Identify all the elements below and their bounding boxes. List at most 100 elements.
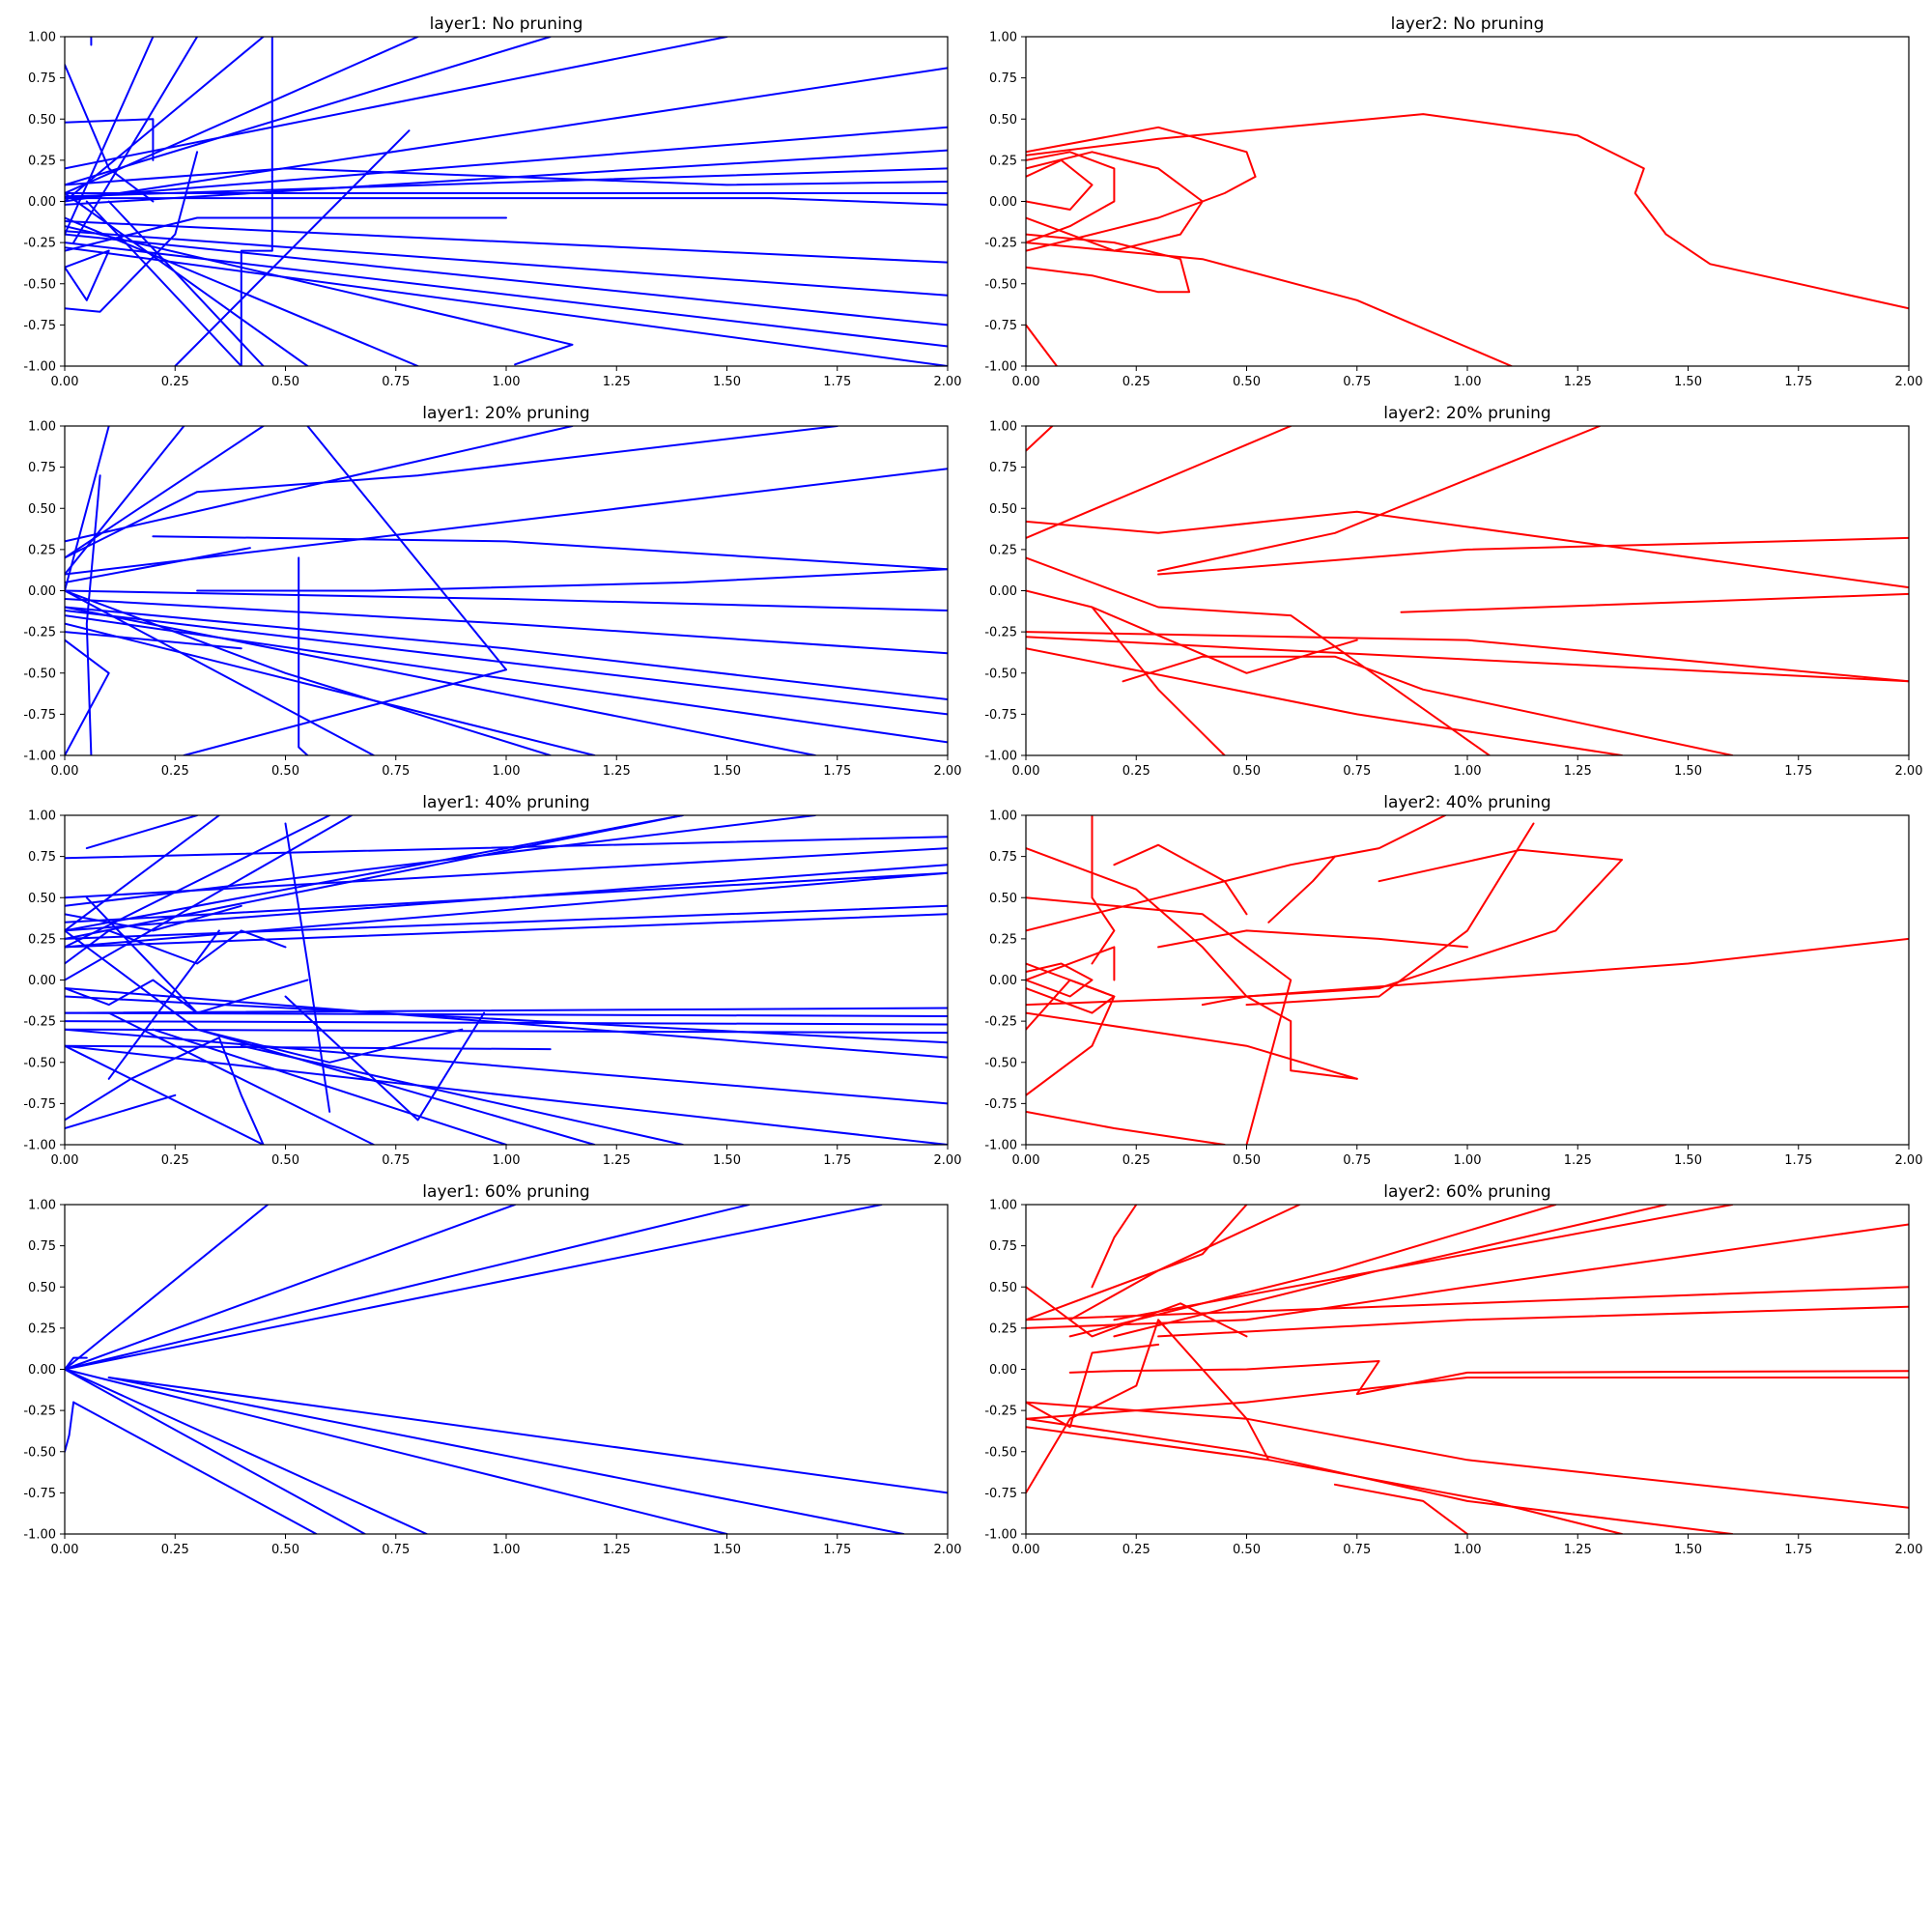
y-tick-label: -0.75 bbox=[23, 708, 56, 723]
series-line-12 bbox=[65, 606, 816, 755]
series-line-7 bbox=[65, 220, 948, 264]
y-tick-label: 1.00 bbox=[28, 810, 56, 824]
series-line-31 bbox=[65, 167, 948, 186]
x-tick-label: 1.00 bbox=[493, 1153, 521, 1168]
series-line-38 bbox=[107, 929, 220, 1080]
x-tick-label: 1.50 bbox=[713, 1153, 741, 1168]
series-line-27 bbox=[240, 1044, 684, 1145]
series-line-17 bbox=[1026, 1343, 1160, 1429]
y-tick-label: -0.25 bbox=[984, 1405, 1017, 1419]
series-line-19 bbox=[65, 815, 684, 940]
series-line-20 bbox=[65, 192, 309, 366]
y-tick-label: 0.25 bbox=[989, 932, 1017, 947]
x-tick-label: 0.00 bbox=[1012, 1153, 1040, 1168]
y-tick-label: -0.50 bbox=[984, 1445, 1017, 1460]
series-line-5 bbox=[65, 598, 948, 655]
subplot-title: layer2: No pruning bbox=[1391, 14, 1545, 34]
series-line-8 bbox=[1026, 962, 1094, 998]
series-line-15 bbox=[1026, 1319, 1270, 1494]
series-line-7 bbox=[65, 871, 948, 949]
series-line-6 bbox=[1026, 242, 1513, 366]
series-line-6 bbox=[65, 606, 948, 700]
y-tick-label: -0.25 bbox=[23, 1405, 56, 1419]
x-tick-label: 1.75 bbox=[823, 375, 851, 389]
y-tick-label: -0.50 bbox=[984, 667, 1017, 681]
series-line-13 bbox=[1157, 536, 1909, 576]
x-tick-label: 2.00 bbox=[1895, 375, 1923, 389]
series-line-18 bbox=[298, 556, 309, 755]
series-line-26 bbox=[196, 1028, 596, 1145]
series-line-32 bbox=[65, 216, 507, 252]
x-tick-label: 1.75 bbox=[1784, 764, 1812, 779]
y-tick-label: -1.00 bbox=[23, 750, 56, 764]
panel-2-1: layer1: 20% pruning 0.00 0.25 0.50 0.75 1.00 1… bbox=[23, 404, 961, 779]
y-tick-label: -0.50 bbox=[984, 277, 1017, 292]
series-line-4 bbox=[1026, 510, 1909, 589]
series-line-15 bbox=[65, 37, 728, 170]
y-tick-label: 0.25 bbox=[28, 543, 56, 557]
y-tick-label: 1.00 bbox=[28, 1199, 56, 1213]
x-tick-label: 1.25 bbox=[1564, 1153, 1592, 1168]
x-tick-label: 0.50 bbox=[271, 764, 299, 779]
y-tick-label: -1.00 bbox=[23, 1528, 56, 1543]
y-tick-label: 0.50 bbox=[989, 502, 1017, 517]
series-line-16 bbox=[65, 815, 220, 932]
series-line-16 bbox=[65, 426, 574, 543]
series-line-16 bbox=[1026, 1286, 1248, 1338]
series-line-22 bbox=[65, 547, 251, 583]
subplot-grid: layer1: No pruning 0.00 0.25 0.50 0.75 1.00 1.… bbox=[23, 14, 1922, 1557]
series-line-4 bbox=[65, 589, 948, 611]
y-tick-label: -0.50 bbox=[23, 1056, 56, 1070]
series-line-18 bbox=[85, 200, 242, 366]
series-line-14 bbox=[1026, 1110, 1226, 1145]
y-tick-label: 0.75 bbox=[28, 850, 56, 865]
y-tick-label: 0.75 bbox=[28, 71, 56, 86]
x-tick-label: 1.75 bbox=[1784, 1543, 1812, 1557]
x-tick-label: 1.25 bbox=[1564, 1543, 1592, 1557]
panel-1-2: layer2: No pruning 0.00 0.25 0.50 0.75 1.00 1.… bbox=[984, 14, 1922, 389]
series-line-9 bbox=[1091, 1205, 1138, 1289]
series-group bbox=[65, 815, 948, 1145]
panel-3-2: layer2: 40% pruning 0.00 0.25 0.50 0.75 1.00 1… bbox=[984, 793, 1922, 1168]
y-tick-label: 1.00 bbox=[28, 31, 56, 45]
y-tick-label: 0.25 bbox=[28, 1321, 56, 1336]
series-line-1 bbox=[65, 67, 948, 203]
x-tick-label: 1.00 bbox=[493, 764, 521, 779]
series-line-11 bbox=[1091, 606, 1226, 755]
x-tick-label: 1.25 bbox=[603, 1543, 631, 1557]
series-line-2 bbox=[1026, 426, 1293, 539]
subplot-title: layer1: No pruning bbox=[430, 14, 583, 34]
x-tick-label: 0.75 bbox=[382, 1543, 410, 1557]
x-tick-label: 1.25 bbox=[1564, 764, 1592, 779]
series-line-15 bbox=[65, 426, 265, 559]
y-tick-label: -1.00 bbox=[984, 750, 1017, 764]
x-tick-label: 1.25 bbox=[603, 375, 631, 389]
y-tick-label: -0.75 bbox=[23, 1487, 56, 1501]
series-line-12 bbox=[1026, 647, 1623, 755]
y-tick-label: 0.75 bbox=[989, 850, 1017, 865]
panel-2-2: layer2: 20% pruning 0.00 0.25 0.50 0.75 1.00 1… bbox=[984, 404, 1922, 779]
series-line-8 bbox=[1068, 1205, 1301, 1321]
y-tick-label: 0.25 bbox=[989, 543, 1017, 557]
y-tick-label: -0.75 bbox=[984, 1097, 1017, 1112]
series-line-1 bbox=[1026, 426, 1054, 452]
series-line-14 bbox=[65, 426, 185, 576]
x-tick-label: 1.75 bbox=[1784, 1153, 1812, 1168]
x-tick-label: 0.75 bbox=[1343, 1543, 1371, 1557]
y-tick-label: 1.00 bbox=[989, 420, 1017, 435]
x-tick-label: 2.00 bbox=[934, 375, 962, 389]
y-tick-label: 0.75 bbox=[28, 1239, 56, 1254]
series-line-30 bbox=[284, 822, 331, 1113]
x-tick-label: 1.25 bbox=[1564, 375, 1592, 389]
series-line-31 bbox=[65, 929, 464, 1064]
x-tick-label: 1.50 bbox=[713, 1543, 741, 1557]
panel-3-1: layer1: 40% pruning 0.00 0.25 0.50 0.75 1.00 1… bbox=[23, 793, 961, 1168]
x-tick-label: 0.25 bbox=[161, 375, 189, 389]
x-tick-label: 1.75 bbox=[1784, 375, 1812, 389]
x-tick-label: 1.00 bbox=[493, 375, 521, 389]
subplot-title: layer1: 60% pruning bbox=[422, 1182, 589, 1202]
series-line-37 bbox=[65, 1094, 177, 1129]
series-line-20 bbox=[65, 639, 110, 755]
series-line-30 bbox=[65, 151, 199, 313]
y-tick-label: 0.50 bbox=[28, 892, 56, 906]
